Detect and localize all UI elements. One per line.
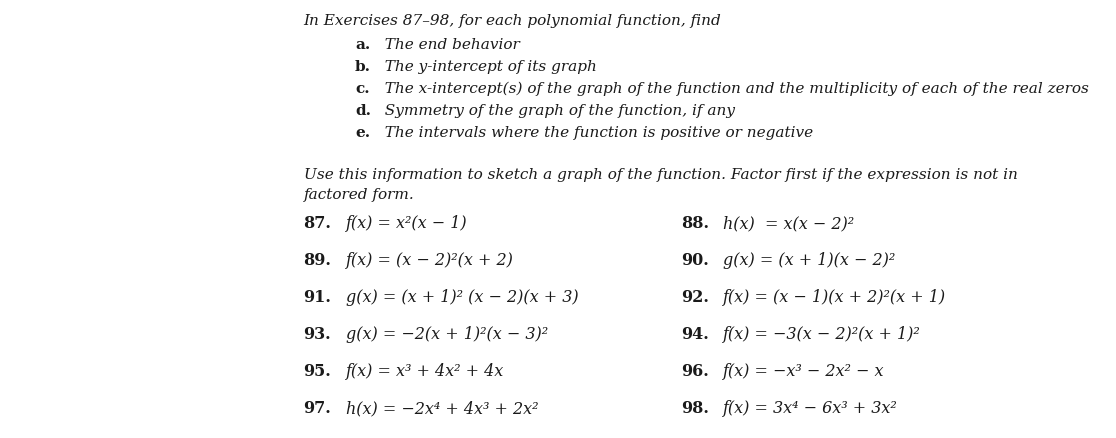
Text: 88.: 88. (681, 215, 709, 232)
Text: The y-intercept of its graph: The y-intercept of its graph (375, 60, 597, 74)
Text: 97.: 97. (304, 400, 331, 417)
Text: 94.: 94. (681, 326, 709, 343)
Text: 89.: 89. (304, 252, 331, 269)
Text: 96.: 96. (681, 363, 709, 380)
Text: 93.: 93. (304, 326, 331, 343)
Text: e.: e. (355, 126, 371, 140)
Text: b.: b. (355, 60, 371, 74)
Text: a.: a. (355, 38, 371, 52)
Text: g(x) = −2(x + 1)²(x − 3)²: g(x) = −2(x + 1)²(x − 3)² (346, 326, 548, 343)
Text: The x-intercept(s) of the graph of the function and the multiplicity of each of : The x-intercept(s) of the graph of the f… (375, 82, 1089, 96)
Text: f(x) = −3(x − 2)²(x + 1)²: f(x) = −3(x − 2)²(x + 1)² (723, 326, 921, 343)
Text: 95.: 95. (304, 363, 331, 380)
Text: 91.: 91. (304, 289, 331, 306)
Text: The intervals where the function is positive or negative: The intervals where the function is posi… (375, 126, 814, 140)
Text: f(x) = x²(x − 1): f(x) = x²(x − 1) (346, 215, 468, 232)
Text: In Exercises 87–98, for each polynomial function, find: In Exercises 87–98, for each polynomial … (304, 14, 721, 28)
Text: h(x) = −2x⁴ + 4x³ + 2x²: h(x) = −2x⁴ + 4x³ + 2x² (346, 400, 538, 417)
Text: The end behavior: The end behavior (375, 38, 520, 52)
Text: 90.: 90. (681, 252, 709, 269)
Text: f(x) = 3x⁴ − 6x³ + 3x²: f(x) = 3x⁴ − 6x³ + 3x² (723, 400, 898, 417)
Text: g(x) = (x + 1)² (x − 2)(x + 3): g(x) = (x + 1)² (x − 2)(x + 3) (346, 289, 578, 306)
Text: Symmetry of the graph of the function, if any: Symmetry of the graph of the function, i… (375, 104, 735, 118)
Text: f(x) = (x − 1)(x + 2)²(x + 1): f(x) = (x − 1)(x + 2)²(x + 1) (723, 289, 946, 306)
Text: 92.: 92. (681, 289, 709, 306)
Text: Use this information to sketch a graph of the function. Factor first if the expr: Use this information to sketch a graph o… (304, 168, 1018, 182)
Text: f(x) = x³ + 4x² + 4x: f(x) = x³ + 4x² + 4x (346, 363, 504, 380)
Text: 98.: 98. (681, 400, 709, 417)
Text: factored form.: factored form. (304, 188, 414, 202)
Text: d.: d. (355, 104, 371, 118)
Text: h(x)  = x(x − 2)²: h(x) = x(x − 2)² (723, 215, 854, 232)
Text: c.: c. (355, 82, 369, 96)
Text: 87.: 87. (304, 215, 331, 232)
Text: f(x) = (x − 2)²(x + 2): f(x) = (x − 2)²(x + 2) (346, 252, 513, 269)
Text: f(x) = −x³ − 2x² − x: f(x) = −x³ − 2x² − x (723, 363, 885, 380)
Text: g(x) = (x + 1)(x − 2)²: g(x) = (x + 1)(x − 2)² (723, 252, 895, 269)
